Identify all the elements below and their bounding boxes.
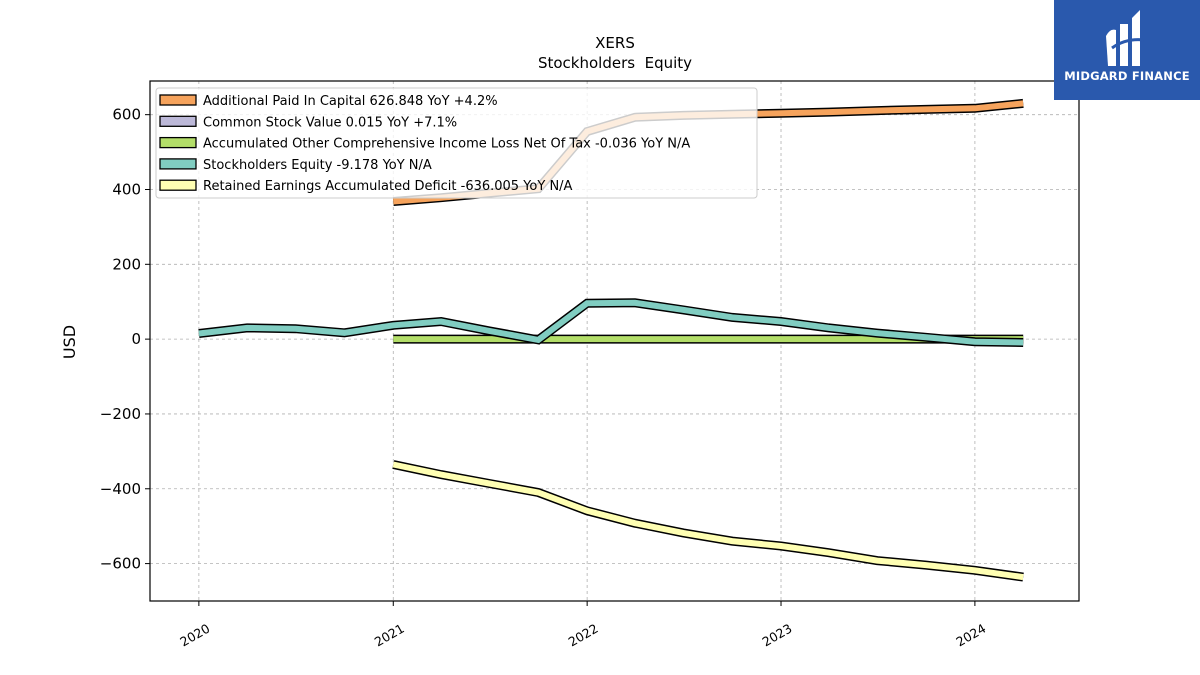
legend-label: Retained Earnings Accumulated Deficit -6… bbox=[203, 179, 573, 194]
legend-label: Stockholders Equity -9.178 YoY N/A bbox=[203, 158, 432, 173]
plot-frame bbox=[149, 80, 1080, 602]
legend-swatch bbox=[159, 158, 197, 170]
series-layer bbox=[198, 98, 1024, 582]
y-axis-label: USD bbox=[60, 325, 79, 359]
y-tick-label: 200 bbox=[112, 255, 141, 273]
y-tick-label: 0 bbox=[131, 330, 141, 348]
legend-box bbox=[155, 87, 758, 199]
x-tick-label: 2023 bbox=[759, 621, 794, 650]
brand-logo: MIDGARD FINANCE bbox=[1054, 0, 1200, 100]
x-tick-label: 2022 bbox=[566, 621, 601, 650]
logo-icon bbox=[1106, 10, 1145, 67]
series-line bbox=[198, 299, 1024, 346]
x-tick-label: 2021 bbox=[372, 621, 407, 650]
series-line bbox=[392, 461, 1024, 581]
legend-swatch bbox=[159, 179, 197, 191]
y-tick-label: 600 bbox=[112, 106, 141, 124]
y-tick-label: −200 bbox=[100, 405, 141, 423]
legend-swatch bbox=[159, 115, 197, 127]
chart-subtitle: Stockholders Equity bbox=[538, 54, 692, 72]
legend-label: Accumulated Other Comprehensive Income L… bbox=[203, 137, 690, 152]
y-tick-label: −600 bbox=[100, 555, 141, 573]
legend-swatch bbox=[159, 136, 197, 149]
y-tick-label: −400 bbox=[100, 480, 141, 498]
chart-title: XERS bbox=[595, 34, 635, 52]
brand-name: MIDGARD FINANCE bbox=[1064, 69, 1190, 83]
legend-swatch bbox=[159, 94, 197, 106]
x-tick-label: 2024 bbox=[953, 621, 988, 650]
legend: Additional Paid In Capital 626.848 YoY +… bbox=[155, 87, 758, 199]
x-tick-label: 2020 bbox=[177, 621, 212, 650]
y-tick-label: 400 bbox=[112, 180, 141, 198]
legend-label: Common Stock Value 0.015 YoY +7.1% bbox=[203, 115, 457, 130]
legend-label: Additional Paid In Capital 626.848 YoY +… bbox=[203, 94, 498, 109]
